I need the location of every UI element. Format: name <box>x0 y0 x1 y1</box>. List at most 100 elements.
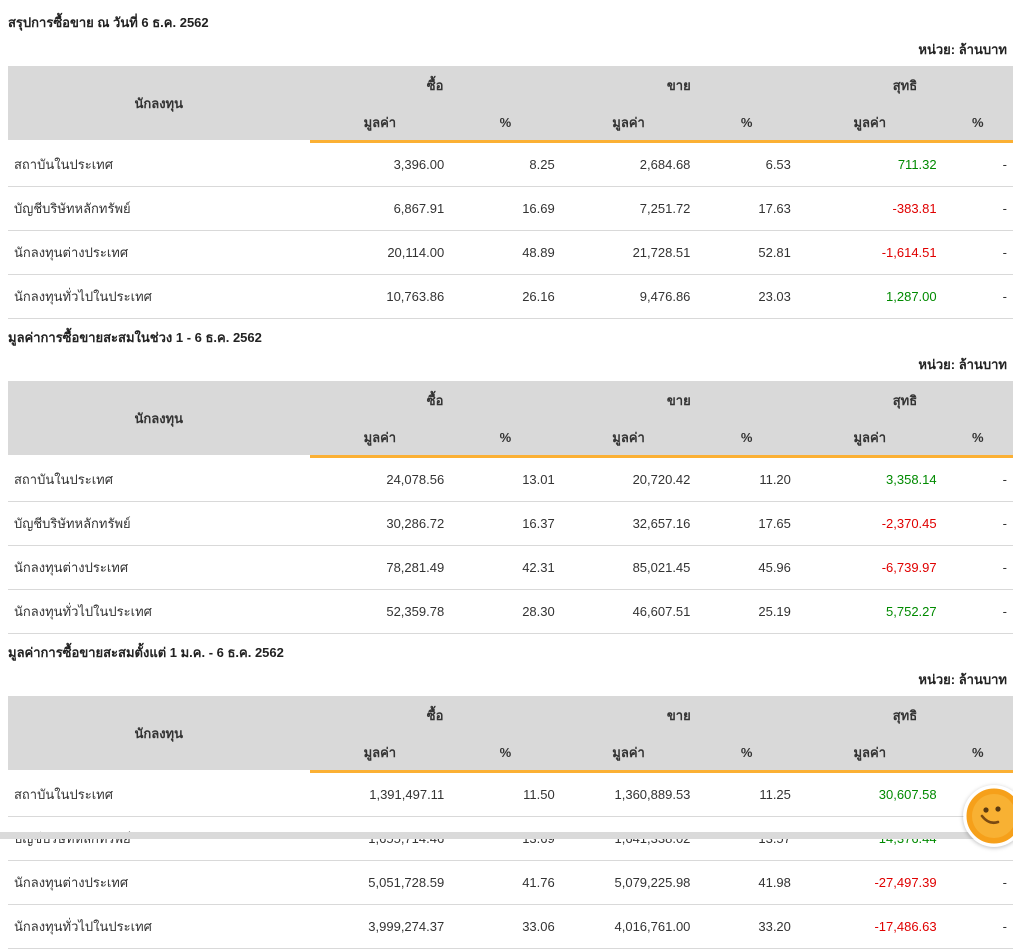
buy-percent: 28.30 <box>450 589 561 634</box>
sell-value: 4,016,761.00 <box>560 904 697 949</box>
table-row: สถาบันในประเทศ 3,396.00 8.25 2,684.68 6.… <box>8 141 1013 187</box>
col-buy-percent: % <box>450 420 561 458</box>
sell-value: 85,021.45 <box>560 545 697 590</box>
buy-percent: 13.01 <box>450 456 561 502</box>
section-title: มูลค่าการซื้อขายสะสมตั้งแต่ 1 ม.ค. - 6 ธ… <box>8 645 284 660</box>
sell-percent: 17.63 <box>696 186 797 231</box>
net-value: -2,370.45 <box>796 501 943 546</box>
col-net: สุทธิ <box>796 381 1013 420</box>
net-value: 1,287.00 <box>796 274 943 319</box>
table-row: นักลงทุนทั่วไปในประเทศ 52,359.78 28.30 4… <box>8 589 1013 634</box>
sell-value: 9,476.86 <box>560 274 697 319</box>
buy-value: 24,078.56 <box>309 456 451 502</box>
data-table: นักลงทุน ซื้อ ขาย สุทธิ มูลค่า % มูลค่า … <box>8 696 1013 949</box>
investor-name: บัญชีบริษัทหลักทรัพย์ <box>8 186 310 231</box>
col-sell-value: มูลค่า <box>560 735 697 773</box>
net-percent: - <box>942 274 1013 319</box>
sell-percent: 25.19 <box>696 589 797 634</box>
sell-value: 21,728.51 <box>560 230 697 275</box>
col-sell-value: มูลค่า <box>560 420 697 458</box>
col-net-percent: % <box>942 420 1013 458</box>
buy-percent: 48.89 <box>450 230 561 275</box>
table-row: นักลงทุนต่างประเทศ 5,051,728.59 41.76 5,… <box>8 860 1013 905</box>
header-row: นักลงทุน ซื้อ ขาย สุทธิ <box>8 66 1013 143</box>
sell-value: 20,720.42 <box>560 456 697 502</box>
buy-percent: 41.76 <box>450 860 561 905</box>
col-net: สุทธิ <box>796 66 1013 105</box>
sell-percent: 17.65 <box>696 501 797 546</box>
net-percent: - <box>942 545 1013 590</box>
col-sell: ขาย <box>560 381 797 420</box>
net-value: -17,486.63 <box>796 904 943 949</box>
buy-percent: 42.31 <box>450 545 561 590</box>
unit-label: หน่วย: ล้านบาท <box>918 357 1007 372</box>
data-table: นักลงทุน ซื้อ ขาย สุทธิ มูลค่า % มูลค่า … <box>8 66 1013 319</box>
buy-percent: 16.37 <box>450 501 561 546</box>
net-percent: - <box>942 141 1013 187</box>
net-value: -383.81 <box>796 186 943 231</box>
data-table: นักลงทุน ซื้อ ขาย สุทธิ มูลค่า % มูลค่า … <box>8 381 1013 634</box>
subheader-row: มูลค่า % มูลค่า % มูลค่า % <box>8 105 1013 143</box>
col-buy: ซื้อ <box>309 381 561 420</box>
buy-percent: 11.50 <box>450 771 561 817</box>
unit-label: หน่วย: ล้านบาท <box>918 672 1007 687</box>
buy-value: 10,763.86 <box>309 274 451 319</box>
section-daily-summary: สรุปการซื้อขาย ณ วันที่ 6 ธ.ค. 2562 หน่ว… <box>8 12 1013 319</box>
subheader-row: มูลค่า % มูลค่า % มูลค่า % <box>8 420 1013 458</box>
sell-percent: 11.25 <box>696 771 797 817</box>
sell-percent: 41.98 <box>696 860 797 905</box>
buy-percent: 8.25 <box>450 141 561 187</box>
col-net-value: มูลค่า <box>796 105 943 143</box>
net-value: 711.32 <box>796 141 943 187</box>
col-sell: ขาย <box>560 696 797 735</box>
col-net-percent: % <box>942 105 1013 143</box>
sell-value: 46,607.51 <box>560 589 697 634</box>
unit-label: หน่วย: ล้านบาท <box>918 42 1007 57</box>
sell-value: 1,360,889.53 <box>560 771 697 817</box>
net-percent: - <box>942 904 1013 949</box>
table-row: นักลงทุนต่างประเทศ 78,281.49 42.31 85,02… <box>8 545 1013 590</box>
section-period-summary: มูลค่าการซื้อขายสะสมในช่วง 1 - 6 ธ.ค. 25… <box>8 327 1013 634</box>
investor-name: สถาบันในประเทศ <box>8 141 310 187</box>
net-value: 5,752.27 <box>796 589 943 634</box>
header-row: นักลงทุน ซื้อ ขาย สุทธิ <box>8 696 1013 773</box>
col-buy-value: มูลค่า <box>309 105 451 143</box>
buy-value: 78,281.49 <box>309 545 451 590</box>
buy-value: 20,114.00 <box>309 230 451 275</box>
net-value: -27,497.39 <box>796 860 943 905</box>
footer-bar <box>0 832 1013 839</box>
investor-name: นักลงทุนทั่วไปในประเทศ <box>8 589 310 634</box>
col-buy: ซื้อ <box>309 696 561 735</box>
col-sell-percent: % <box>696 420 797 458</box>
header-row: นักลงทุน ซื้อ ขาย สุทธิ <box>8 381 1013 458</box>
sell-percent: 11.20 <box>696 456 797 502</box>
col-investor: นักลงทุน <box>8 696 310 773</box>
table-row: นักลงทุนทั่วไปในประเทศ 10,763.86 26.16 9… <box>8 274 1013 319</box>
col-buy-percent: % <box>450 105 561 143</box>
col-sell-percent: % <box>696 735 797 773</box>
buy-value: 3,396.00 <box>309 141 451 187</box>
investor-name: นักลงทุนทั่วไปในประเทศ <box>8 274 310 319</box>
col-buy-value: มูลค่า <box>309 420 451 458</box>
net-value: -1,614.51 <box>796 230 943 275</box>
table-row: นักลงทุนทั่วไปในประเทศ 3,999,274.37 33.0… <box>8 904 1013 949</box>
col-investor: นักลงทุน <box>8 381 310 458</box>
net-value: -6,739.97 <box>796 545 943 590</box>
investor-name: นักลงทุนต่างประเทศ <box>8 230 310 275</box>
buy-percent: 33.06 <box>450 904 561 949</box>
net-percent: - <box>942 860 1013 905</box>
col-buy: ซื้อ <box>309 66 561 105</box>
col-net: สุทธิ <box>796 696 1013 735</box>
investor-name: สถาบันในประเทศ <box>8 771 310 817</box>
sell-value: 32,657.16 <box>560 501 697 546</box>
table-row: สถาบันในประเทศ 24,078.56 13.01 20,720.42… <box>8 456 1013 502</box>
buy-value: 52,359.78 <box>309 589 451 634</box>
col-sell-percent: % <box>696 105 797 143</box>
col-net-value: มูลค่า <box>796 420 943 458</box>
sell-value: 2,684.68 <box>560 141 697 187</box>
chat-mascot-button[interactable] <box>963 785 1013 847</box>
col-buy-value: มูลค่า <box>309 735 451 773</box>
buy-percent: 16.69 <box>450 186 561 231</box>
sell-percent: 45.96 <box>696 545 797 590</box>
table-row: สถาบันในประเทศ 1,391,497.11 11.50 1,360,… <box>8 771 1013 817</box>
